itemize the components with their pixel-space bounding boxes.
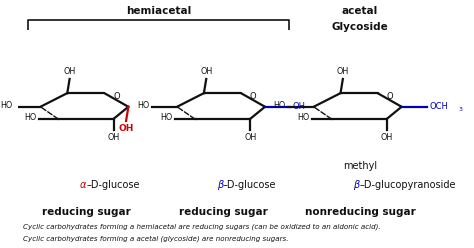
Text: OH: OH	[64, 67, 76, 76]
Text: α: α	[80, 180, 86, 190]
Text: HO: HO	[137, 101, 149, 110]
Text: OH: OH	[381, 132, 393, 142]
Text: nonreducing sugar: nonreducing sugar	[305, 207, 415, 217]
Text: OH: OH	[200, 67, 212, 76]
Text: 3: 3	[458, 107, 462, 112]
Text: reducing sugar: reducing sugar	[42, 207, 131, 217]
Text: HO: HO	[297, 113, 310, 122]
Text: O: O	[113, 92, 119, 101]
Text: reducing sugar: reducing sugar	[179, 207, 268, 217]
Text: O: O	[386, 92, 393, 101]
Text: –D-glucose: –D-glucose	[86, 180, 140, 190]
Text: OH: OH	[244, 132, 256, 142]
Text: –D-glucose: –D-glucose	[223, 180, 276, 190]
Text: OH: OH	[293, 102, 306, 111]
Text: acetal: acetal	[342, 6, 378, 16]
Text: O: O	[250, 92, 256, 101]
Text: OH: OH	[108, 132, 120, 142]
Text: –D-glucopyranoside: –D-glucopyranoside	[360, 180, 456, 190]
Text: HO: HO	[161, 113, 173, 122]
Text: Glycoside: Glycoside	[332, 22, 388, 32]
Text: hemiacetal: hemiacetal	[126, 6, 191, 16]
Text: Cyclic carbohydrates forming a hemiacetal are reducing sugars (can be oxidized t: Cyclic carbohydrates forming a hemiaceta…	[23, 223, 381, 230]
Text: HO: HO	[24, 113, 36, 122]
Text: β: β	[217, 180, 223, 190]
Text: Cyclic carbohydrates forming a acetal (glycoside) are nonreducing sugars.: Cyclic carbohydrates forming a acetal (g…	[23, 235, 288, 242]
Text: HO: HO	[0, 101, 13, 110]
Text: OH: OH	[337, 67, 349, 76]
Text: methyl: methyl	[343, 161, 377, 171]
Text: OCH: OCH	[429, 102, 448, 111]
Text: OH: OH	[118, 124, 134, 132]
Text: β: β	[353, 180, 360, 190]
Text: HO: HO	[273, 101, 286, 110]
